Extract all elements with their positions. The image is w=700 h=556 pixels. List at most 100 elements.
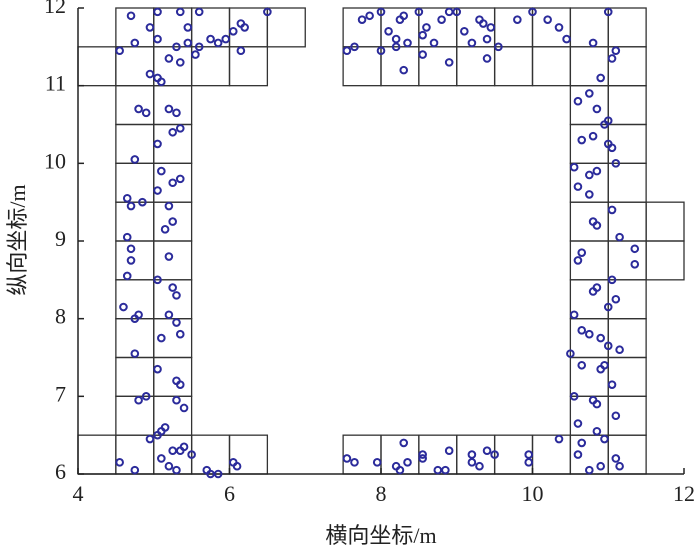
point bbox=[122, 271, 132, 281]
grid-cell bbox=[115, 318, 155, 359]
point bbox=[130, 155, 140, 164]
x-tick-label: 12 bbox=[673, 481, 695, 506]
point bbox=[573, 256, 583, 265]
point bbox=[206, 34, 215, 44]
point bbox=[175, 329, 185, 339]
point bbox=[569, 162, 579, 172]
point bbox=[183, 23, 193, 32]
x-tick-label: 8 bbox=[376, 481, 387, 506]
point bbox=[585, 329, 594, 339]
point bbox=[403, 458, 412, 467]
point bbox=[414, 7, 424, 17]
grid-cell bbox=[493, 7, 534, 48]
point bbox=[191, 50, 200, 59]
point bbox=[172, 108, 181, 118]
point bbox=[391, 34, 401, 44]
point bbox=[460, 27, 469, 36]
grid-cell bbox=[531, 46, 572, 87]
point bbox=[569, 310, 579, 320]
point bbox=[164, 54, 174, 63]
point bbox=[403, 38, 412, 48]
point bbox=[365, 11, 374, 21]
grid-cell bbox=[607, 279, 647, 320]
grid-cell bbox=[342, 7, 382, 48]
point bbox=[592, 166, 602, 176]
point bbox=[384, 27, 393, 36]
grid-cell bbox=[569, 240, 609, 281]
point bbox=[615, 232, 624, 242]
point bbox=[422, 23, 431, 32]
point bbox=[153, 7, 162, 17]
point bbox=[490, 450, 499, 459]
point bbox=[441, 465, 450, 475]
point bbox=[607, 275, 617, 285]
x-tick-label: 10 bbox=[522, 481, 544, 506]
point bbox=[157, 166, 166, 176]
grid-cell bbox=[153, 123, 193, 164]
point bbox=[183, 38, 193, 48]
point bbox=[145, 23, 155, 32]
point bbox=[611, 46, 621, 56]
grid-cell bbox=[531, 434, 572, 475]
point bbox=[157, 77, 166, 87]
grid-cell bbox=[115, 356, 155, 397]
point bbox=[577, 360, 587, 370]
point bbox=[577, 326, 587, 335]
point bbox=[573, 450, 583, 459]
point bbox=[141, 392, 151, 401]
grid-cell bbox=[607, 240, 647, 281]
point bbox=[126, 201, 136, 211]
point bbox=[168, 217, 177, 226]
point bbox=[577, 248, 587, 257]
point bbox=[585, 465, 594, 475]
point bbox=[494, 42, 503, 52]
point bbox=[134, 310, 143, 320]
point bbox=[175, 58, 185, 67]
y-tick-label: 9 bbox=[55, 226, 66, 251]
point bbox=[175, 7, 185, 17]
point bbox=[164, 252, 174, 261]
point bbox=[157, 454, 166, 463]
point bbox=[395, 465, 405, 475]
grid-cell bbox=[266, 7, 306, 48]
point bbox=[615, 461, 624, 471]
grid-cell bbox=[77, 46, 117, 87]
point bbox=[179, 403, 189, 413]
point bbox=[153, 186, 162, 195]
point bbox=[467, 38, 477, 48]
point bbox=[585, 190, 594, 199]
point bbox=[172, 318, 181, 327]
grid-cell bbox=[607, 318, 647, 359]
point bbox=[145, 434, 155, 444]
point bbox=[603, 116, 613, 125]
point bbox=[399, 438, 409, 448]
point bbox=[342, 46, 352, 56]
point bbox=[194, 42, 204, 52]
point bbox=[475, 461, 484, 471]
point bbox=[164, 104, 174, 114]
point bbox=[611, 159, 621, 168]
point bbox=[444, 446, 454, 456]
point bbox=[130, 349, 140, 358]
grid-cell bbox=[569, 85, 609, 126]
grid-cell bbox=[418, 434, 458, 475]
point bbox=[134, 104, 143, 114]
point bbox=[607, 205, 617, 215]
point bbox=[187, 450, 196, 459]
point bbox=[376, 46, 386, 56]
point bbox=[585, 170, 594, 180]
grid-cell bbox=[153, 85, 193, 126]
point bbox=[588, 131, 598, 141]
point bbox=[630, 244, 640, 254]
point bbox=[577, 135, 587, 145]
grid-cell bbox=[77, 434, 117, 475]
point bbox=[213, 38, 223, 48]
point bbox=[429, 38, 439, 48]
point bbox=[467, 458, 477, 467]
y-tick-label: 7 bbox=[55, 381, 66, 406]
point bbox=[115, 46, 124, 56]
point bbox=[596, 461, 605, 471]
point bbox=[478, 19, 488, 28]
point bbox=[418, 454, 427, 463]
